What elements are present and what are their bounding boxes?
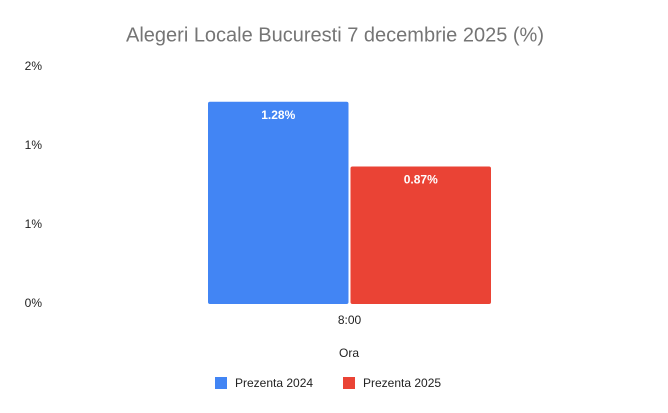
y-tick-label: 2% (25, 59, 43, 73)
legend-label: Prezenta 2025 (363, 376, 441, 390)
y-tick-label: 0% (25, 296, 43, 310)
chart-title: Alegeri Locale Bucuresti 7 decembrie 202… (126, 24, 544, 46)
y-tick-label: 1% (25, 217, 43, 231)
bar (350, 166, 491, 304)
y-tick-label: 1% (25, 138, 43, 152)
x-tick-label: 8:00 (338, 313, 362, 327)
data-label: 1.28% (261, 108, 295, 122)
data-label: 0.87% (404, 173, 438, 187)
x-axis-label: Ora (339, 346, 359, 360)
legend-label: Prezenta 2024 (235, 376, 313, 390)
legend-swatch (343, 377, 355, 389)
bar (208, 101, 349, 304)
legend-swatch (215, 377, 227, 389)
